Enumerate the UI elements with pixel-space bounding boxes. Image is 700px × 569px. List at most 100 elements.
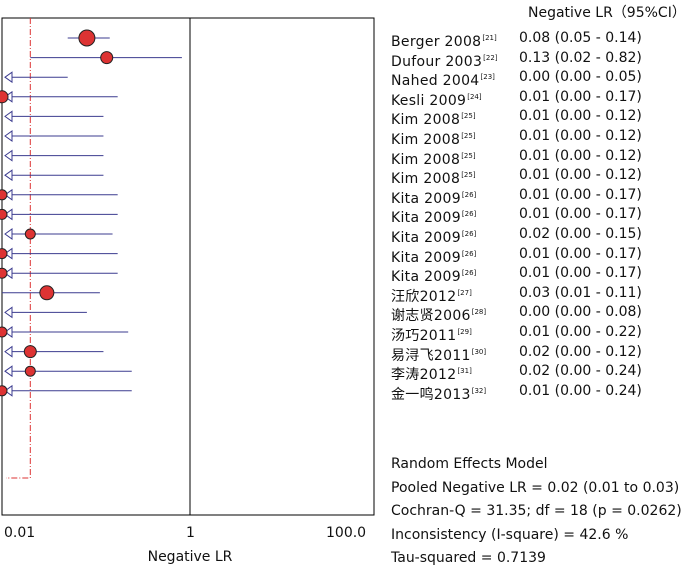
study-name: 李涛2012[31] — [391, 362, 472, 384]
ci-truncation-arrow — [4, 149, 13, 162]
reference-number: [29] — [457, 328, 472, 336]
reference-number: [30] — [471, 347, 487, 356]
study-name-text: Kim 2008 — [391, 151, 461, 168]
point-estimate — [0, 267, 8, 279]
tau-squared-text: Tau-squared = 0.7139 — [391, 550, 546, 566]
ci-value: 0.02 (0.00 - 0.12) — [519, 343, 642, 360]
study-name: Kita 2009[26] — [391, 225, 476, 247]
study-name-text: Kita 2009 — [391, 190, 461, 207]
point-estimate — [23, 345, 37, 359]
reference-number: [28] — [471, 308, 487, 317]
ci-value: 0.02 (0.00 - 0.15) — [519, 226, 642, 242]
study-name-text: Berger 2008 — [391, 34, 482, 50]
reference-number: [25] — [461, 151, 476, 160]
pooled-estimate-line — [6, 18, 31, 479]
reference-number: [25] — [461, 112, 476, 121]
x-tick-label: 0.01 — [4, 525, 36, 541]
ci-truncation-arrow — [4, 306, 13, 319]
point-estimate — [0, 385, 8, 397]
point-estimate — [100, 51, 114, 65]
study-name: Kita 2009[26] — [391, 264, 476, 286]
study-name: Kita 2009[26] — [391, 186, 476, 208]
ci-value: 0.01 (0.00 - 0.12) — [519, 147, 642, 164]
study-name: Kim 2008[25] — [391, 166, 476, 188]
ci-truncation-arrow — [4, 384, 13, 397]
reference-number: [26] — [461, 269, 477, 278]
reference-number: [25] — [461, 132, 476, 140]
point-estimate — [0, 189, 8, 201]
inconsistency-text: Inconsistency (I-square) = 42.6 % — [391, 527, 629, 543]
study-name: Kesli 2009[24] — [391, 88, 482, 110]
ci-value: 0.01 (0.00 - 0.17) — [519, 265, 642, 282]
study-name-text: Kesli 2009 — [391, 92, 467, 109]
x-tick-label: 1 — [186, 525, 195, 541]
ci-value: 0.01 (0.00 - 0.17) — [519, 206, 642, 223]
ci-truncation-arrow — [4, 345, 13, 358]
study-name: Kim 2008[25] — [391, 127, 476, 149]
cochran-q-text: Cochran-Q = 31.35; df = 18 (p = 0.0262) — [391, 503, 682, 519]
study-name: Kita 2009[26] — [391, 245, 476, 267]
study-name-text: Dufour 2003 — [391, 53, 483, 70]
point-estimate — [78, 29, 96, 47]
plot-frame — [1, 17, 375, 516]
study-name: Nahed 2004[23] — [391, 68, 495, 90]
ci-value: 0.13 (0.02 - 0.82) — [519, 49, 642, 66]
x-tick-label: 100.0 — [326, 525, 367, 541]
reference-number: [22] — [483, 53, 498, 62]
ci-truncation-arrow — [4, 110, 13, 123]
study-name-text: 汤巧2011 — [391, 328, 457, 344]
ci-value: 0.01 (0.00 - 0.17) — [519, 245, 642, 262]
reference-number: [27] — [457, 288, 472, 297]
study-name-text: Kim 2008 — [391, 112, 461, 129]
study-name-text: Kita 2009 — [391, 210, 461, 227]
column-header: Negative LR（95%CI） — [528, 5, 686, 21]
ci-value: 0.03 (0.01 - 0.11) — [519, 284, 642, 301]
point-estimate — [24, 228, 36, 240]
study-name-text: 汪欣2012 — [391, 288, 457, 305]
study-name-text: Kita 2009 — [391, 269, 461, 286]
study-name: 易浔飞2011[30] — [391, 343, 486, 365]
reference-number: [26] — [461, 230, 477, 238]
study-name-text: Kita 2009 — [391, 249, 461, 266]
study-marks — [0, 29, 182, 397]
ci-value: 0.01 (0.00 - 0.17) — [519, 186, 642, 203]
ci-value: 0.01 (0.00 - 0.17) — [519, 88, 642, 105]
study-name-text: 金一鸣2013 — [391, 386, 471, 403]
ci-value: 0.01 (0.00 - 0.24) — [519, 382, 642, 399]
point-estimate — [0, 208, 8, 220]
x-axis-title: Negative LR — [147, 549, 233, 565]
ci-truncation-arrow — [4, 365, 13, 378]
reference-number: [31] — [457, 367, 472, 376]
study-name: Dufour 2003[22] — [391, 49, 498, 71]
pooled-line — [6, 18, 31, 479]
study-name-text: 谢志贤2006 — [391, 308, 471, 325]
reference-number: [26] — [461, 210, 477, 219]
ci-value: 0.00 (0.00 - 0.08) — [519, 304, 642, 321]
ci-value: 0.00 (0.00 - 0.05) — [519, 69, 642, 86]
ci-value: 0.01 (0.00 - 0.12) — [519, 108, 642, 125]
point-estimate — [24, 365, 36, 377]
ci-value: 0.01 (0.00 - 0.22) — [519, 324, 642, 340]
ci-truncation-arrow — [4, 247, 13, 260]
study-name: Kim 2008[25] — [391, 147, 476, 169]
study-name: Berger 2008[21] — [391, 29, 497, 51]
study-name: 汪欣2012[27] — [391, 284, 472, 306]
ci-truncation-arrow — [4, 267, 13, 280]
forest-plot — [0, 17, 375, 516]
reference-number: [32] — [471, 386, 487, 395]
pooled-estimate-text: Pooled Negative LR = 0.02 (0.01 to 0.03) — [391, 480, 680, 496]
study-name: Kita 2009[26] — [391, 205, 476, 227]
study-name: Kim 2008[25] — [391, 107, 476, 129]
study-name: 金一鸣2013[32] — [391, 382, 486, 404]
ci-value: 0.08 (0.05 - 0.14) — [519, 30, 642, 46]
reference-number: [23] — [480, 73, 495, 82]
reference-number: [25] — [461, 171, 476, 180]
study-name-text: Kim 2008 — [391, 171, 461, 188]
study-name-text: Kim 2008 — [391, 132, 461, 148]
study-name-text: 易浔飞2011 — [391, 347, 471, 364]
point-estimate — [0, 326, 8, 338]
ci-truncation-arrow — [4, 326, 13, 338]
study-name: 谢志贤2006[28] — [391, 303, 486, 325]
ci-truncation-arrow — [4, 188, 13, 201]
model-label: Random Effects Model — [391, 456, 548, 472]
